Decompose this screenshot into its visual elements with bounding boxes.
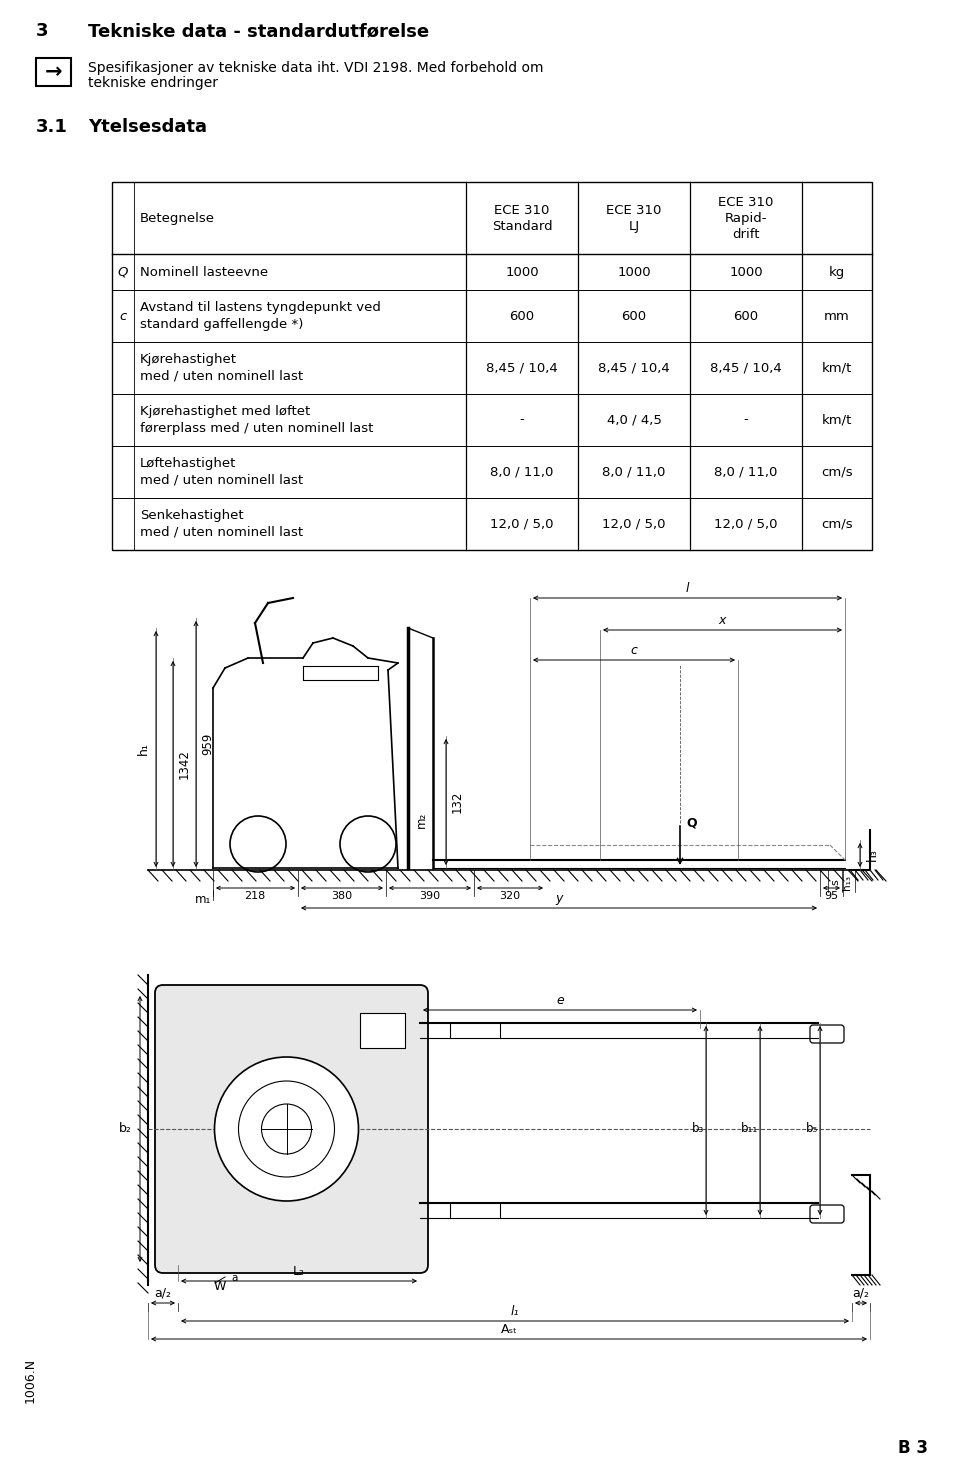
Text: 320: 320 — [499, 892, 520, 900]
Text: 380: 380 — [331, 892, 352, 900]
Text: 1000: 1000 — [505, 266, 539, 279]
Text: 1006.N: 1006.N — [23, 1357, 36, 1403]
Text: Avstand til lastens tyngdepunkt ved
standard gaffellengde *): Avstand til lastens tyngdepunkt ved stan… — [140, 301, 381, 331]
Text: ECE 310
Standard: ECE 310 Standard — [492, 204, 552, 232]
Text: h₁₃: h₁₃ — [842, 874, 852, 890]
Text: 12,0 / 5,0: 12,0 / 5,0 — [491, 517, 554, 530]
Text: 218: 218 — [245, 892, 266, 900]
FancyBboxPatch shape — [810, 1205, 844, 1224]
Text: b₁₁: b₁₁ — [741, 1122, 758, 1136]
Text: c: c — [631, 643, 637, 657]
Text: Betegnelse: Betegnelse — [140, 212, 215, 225]
Circle shape — [214, 1058, 358, 1202]
Text: x: x — [719, 614, 726, 627]
Text: 12,0 / 5,0: 12,0 / 5,0 — [714, 517, 778, 530]
Text: cm/s: cm/s — [821, 466, 852, 479]
Text: B 3: B 3 — [898, 1440, 928, 1457]
Text: 600: 600 — [621, 310, 647, 323]
Text: 390: 390 — [420, 892, 441, 900]
Text: Spesifikasjoner av tekniske data iht. VDI 2198. Med forbehold om: Spesifikasjoner av tekniske data iht. VD… — [88, 62, 543, 75]
Text: b₃: b₃ — [692, 1122, 704, 1136]
Text: c: c — [119, 310, 127, 323]
Text: Q: Q — [118, 266, 129, 279]
Text: 8,0 / 11,0: 8,0 / 11,0 — [602, 466, 665, 479]
Text: 1342: 1342 — [178, 749, 191, 779]
Text: mm: mm — [824, 310, 850, 323]
Bar — [360, 1014, 405, 1047]
Text: -: - — [519, 413, 524, 426]
Text: Tekniske data - standardutførelse: Tekniske data - standardutførelse — [88, 22, 429, 40]
Text: cm/s: cm/s — [821, 517, 852, 530]
Text: a/₂: a/₂ — [155, 1287, 172, 1300]
Text: m₁: m₁ — [195, 893, 211, 906]
Text: Nominell lasteevne: Nominell lasteevne — [140, 266, 268, 279]
Text: ECE 310
LJ: ECE 310 LJ — [607, 204, 661, 232]
Text: 8,45 / 10,4: 8,45 / 10,4 — [598, 361, 670, 375]
Text: W: W — [214, 1281, 227, 1294]
Text: b₅: b₅ — [805, 1122, 818, 1136]
Text: Løftehastighet
med / uten nominell last: Løftehastighet med / uten nominell last — [140, 457, 303, 486]
Text: 1000: 1000 — [617, 266, 651, 279]
Text: 8,45 / 10,4: 8,45 / 10,4 — [486, 361, 558, 375]
Text: 3.1: 3.1 — [36, 118, 68, 137]
Text: km/t: km/t — [822, 361, 852, 375]
Text: 95: 95 — [824, 892, 838, 900]
Text: Kjørehastighet med løftet
førerplass med / uten nominell last: Kjørehastighet med løftet førerplass med… — [140, 405, 373, 435]
Text: Ytelsesdata: Ytelsesdata — [88, 118, 207, 137]
Text: ECE 310
Rapid-
drift: ECE 310 Rapid- drift — [718, 195, 774, 241]
Text: a: a — [231, 1274, 237, 1282]
Text: 8,0 / 11,0: 8,0 / 11,0 — [491, 466, 554, 479]
Text: h₁: h₁ — [137, 742, 150, 755]
Text: Aₛₜ: Aₛₜ — [500, 1324, 517, 1335]
Text: 600: 600 — [733, 310, 758, 323]
Text: e: e — [556, 995, 564, 1008]
Text: 600: 600 — [510, 310, 535, 323]
Text: b₂: b₂ — [119, 1122, 132, 1136]
Text: L₂: L₂ — [293, 1265, 305, 1278]
Text: tekniske endringer: tekniske endringer — [88, 76, 218, 90]
Text: y: y — [555, 892, 563, 905]
Text: s: s — [830, 878, 840, 884]
Text: l₁: l₁ — [511, 1304, 519, 1318]
Bar — [36, 57, 71, 87]
Text: Q: Q — [686, 817, 697, 830]
Text: kg: kg — [828, 266, 845, 279]
Text: 959: 959 — [201, 733, 214, 755]
Text: 4,0 / 4,5: 4,0 / 4,5 — [607, 413, 661, 426]
Text: a/₂: a/₂ — [852, 1287, 870, 1300]
FancyBboxPatch shape — [155, 986, 428, 1274]
Text: 1000: 1000 — [730, 266, 763, 279]
Text: 12,0 / 5,0: 12,0 / 5,0 — [602, 517, 665, 530]
Text: 132: 132 — [451, 790, 464, 814]
Text: Senkehastighet
med / uten nominell last: Senkehastighet med / uten nominell last — [140, 510, 303, 539]
Text: km/t: km/t — [822, 413, 852, 426]
Text: 3: 3 — [36, 22, 49, 40]
Text: 8,0 / 11,0: 8,0 / 11,0 — [714, 466, 778, 479]
Text: h₃: h₃ — [866, 849, 879, 861]
Bar — [112, 182, 872, 549]
Text: m₂: m₂ — [415, 812, 427, 829]
Text: 8,45 / 10,4: 8,45 / 10,4 — [710, 361, 781, 375]
FancyBboxPatch shape — [810, 1025, 844, 1043]
Text: Kjørehastighet
med / uten nominell last: Kjørehastighet med / uten nominell last — [140, 353, 303, 383]
Text: →: → — [45, 62, 62, 82]
Text: l: l — [685, 582, 689, 595]
Text: -: - — [744, 413, 749, 426]
